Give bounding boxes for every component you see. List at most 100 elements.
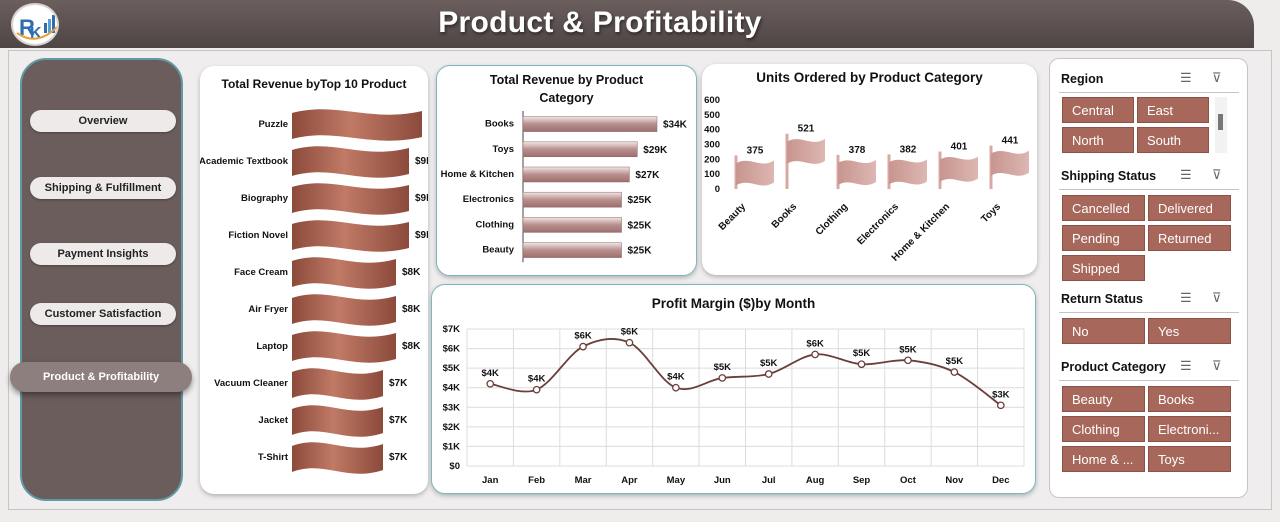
data-label: $34K	[663, 120, 688, 131]
nav-payment-button[interactable]: Payment Insights	[30, 243, 176, 265]
profit-point	[625, 338, 634, 347]
y-tick-label: 600	[704, 95, 720, 106]
x-tick-label: Apr	[621, 475, 638, 486]
category-label: Clothing	[814, 201, 850, 237]
data-label: $4K	[528, 374, 546, 385]
region-north[interactable]: North	[1062, 127, 1134, 153]
category-electronics[interactable]: Electroni...	[1148, 416, 1231, 442]
clear-filter-icon[interactable]: ⊽	[1212, 70, 1222, 85]
y-tick-label: 0	[715, 184, 720, 195]
data-label: $9K	[415, 193, 428, 204]
page-title: Product & Profitability	[438, 6, 762, 39]
category-home-kitchen[interactable]: Home & ...	[1062, 446, 1145, 472]
data-label: $7K	[389, 378, 408, 389]
data-label: $3K	[992, 389, 1010, 400]
logo-icon: R K	[16, 15, 57, 42]
x-tick-label: Jan	[482, 475, 499, 486]
data-label: $5K	[899, 344, 917, 355]
product-label: Jacket	[258, 415, 288, 426]
category-label: Beauty	[717, 201, 749, 233]
svg-text:R: R	[19, 15, 35, 40]
filter-panel: Region ☰ ⊽ Central East North South Ship…	[1049, 58, 1248, 498]
nav-overview-button[interactable]: Overview	[30, 110, 176, 132]
shipping-delivered[interactable]: Delivered	[1148, 195, 1231, 221]
data-label: $27K	[635, 170, 660, 181]
profit-point	[486, 379, 495, 388]
x-tick-label: Feb	[528, 475, 545, 486]
profit-point	[532, 385, 541, 394]
category-beauty[interactable]: Beauty	[1062, 386, 1145, 412]
region-east[interactable]: East	[1137, 97, 1209, 123]
revenue-bar	[292, 331, 396, 363]
category-toys[interactable]: Toys	[1148, 446, 1231, 472]
category-label: Books	[485, 119, 514, 130]
company-logo: R K	[11, 3, 59, 46]
multi-select-icon[interactable]: ☰	[1180, 290, 1192, 305]
revenue-bar	[292, 405, 383, 437]
category-label: Clothing	[475, 219, 514, 230]
category-revenue-title: Total Revenue by Product Category	[489, 73, 644, 105]
region-central[interactable]: Central	[1062, 97, 1134, 123]
return-yes[interactable]: Yes	[1148, 318, 1231, 344]
shipping-cancelled[interactable]: Cancelled	[1062, 195, 1145, 221]
data-label: $29K	[643, 145, 668, 156]
revenue-bar	[292, 294, 396, 326]
y-tick-label: $6K	[443, 344, 461, 355]
product-label: Air Fryer	[248, 304, 288, 315]
clear-filter-icon[interactable]: ⊽	[1212, 167, 1222, 182]
clear-filter-icon[interactable]: ⊽	[1212, 290, 1222, 305]
units-ordered-title: Units Ordered by Product Category	[756, 70, 983, 85]
units-flag	[991, 150, 1029, 176]
shipping-pending[interactable]: Pending	[1062, 225, 1145, 251]
data-label: $5K	[946, 356, 964, 367]
category-bar	[522, 242, 622, 258]
shipping-shipped[interactable]: Shipped	[1062, 255, 1145, 281]
nav-satisfaction-button[interactable]: Customer Satisfaction	[30, 303, 176, 325]
units-ordered-card: Units Ordered by Product Category 600 500…	[702, 64, 1037, 275]
data-label: 521	[798, 124, 815, 135]
y-tick-label: $1K	[443, 441, 461, 452]
data-label: $6K	[806, 338, 824, 349]
data-label: $7K	[389, 415, 408, 426]
data-label: $6K	[574, 331, 592, 342]
revenue-bar	[292, 368, 383, 400]
profit-point	[857, 360, 866, 369]
data-label: 375	[747, 145, 764, 156]
clear-filter-icon[interactable]: ⊽	[1212, 358, 1222, 373]
category-label: Electronics	[463, 194, 514, 205]
product-label: Face Cream	[234, 267, 288, 278]
divider	[1059, 92, 1239, 93]
x-tick-label: Aug	[806, 475, 825, 486]
units-flag	[940, 156, 978, 182]
header-bar: Product & Profitability	[0, 0, 1254, 48]
y-tick-label: $3K	[443, 402, 461, 413]
multi-select-icon[interactable]: ☰	[1180, 70, 1192, 85]
category-label: Toys	[979, 201, 1003, 225]
nav-product-button[interactable]: Product & Profitability	[10, 362, 192, 392]
return-no[interactable]: No	[1062, 318, 1145, 344]
region-south[interactable]: South	[1137, 127, 1209, 153]
category-label: Home & Kitchen	[441, 169, 515, 180]
profit-point	[996, 401, 1005, 410]
y-tick-label: 200	[704, 154, 720, 165]
category-clothing[interactable]: Clothing	[1062, 416, 1145, 442]
region-slicer-title: Region	[1061, 72, 1104, 86]
multi-select-icon[interactable]: ☰	[1180, 358, 1192, 373]
nav-shipping-button[interactable]: Shipping & Fulfillment	[30, 177, 176, 199]
shipping-returned[interactable]: Returned	[1148, 225, 1231, 251]
profit-point	[811, 350, 819, 359]
data-label: 382	[900, 144, 917, 155]
profit-margin-card: Profit Margin ($)by Month $7K $6K $5K $4K $3…	[431, 284, 1036, 494]
scroll-thumb[interactable]	[1218, 114, 1223, 130]
region-scrollbar[interactable]	[1215, 97, 1227, 153]
y-tick-label: 100	[704, 169, 720, 180]
category-books[interactable]: Books	[1148, 386, 1231, 412]
category-label: Toys	[493, 144, 514, 155]
x-tick-label: Jun	[714, 475, 731, 486]
units-flag	[787, 138, 825, 164]
multi-select-icon[interactable]: ☰	[1180, 167, 1192, 182]
category-label: Beauty	[482, 245, 514, 256]
product-label: Puzzle	[258, 119, 288, 130]
category-bar	[522, 141, 638, 158]
